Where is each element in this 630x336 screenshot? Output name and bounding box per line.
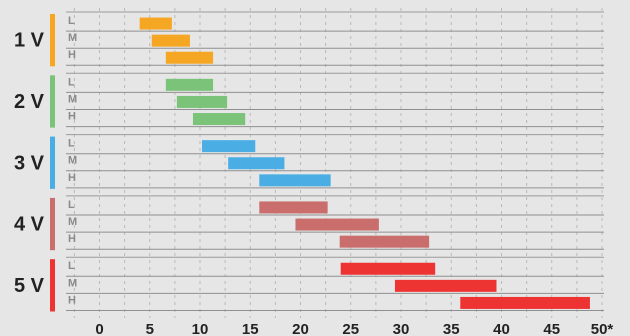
group-color-marker xyxy=(50,75,55,128)
range-bar xyxy=(295,218,379,231)
level-label: M xyxy=(68,216,77,228)
x-tick-label: 20 xyxy=(292,321,309,336)
group-label: 2 V xyxy=(14,91,45,113)
level-label: L xyxy=(68,15,75,27)
row-lines xyxy=(66,11,604,311)
group-label: 4 V xyxy=(14,214,45,236)
level-label: M xyxy=(68,32,77,44)
range-bar xyxy=(460,296,590,309)
x-tick-label: 45 xyxy=(543,321,560,336)
range-bar xyxy=(339,235,430,248)
level-label: L xyxy=(68,76,75,88)
x-tick-label: 35 xyxy=(443,321,460,336)
level-label: L xyxy=(68,199,75,211)
x-tick-label: 15 xyxy=(242,321,259,336)
range-bar xyxy=(202,140,256,153)
x-tick-label: 30 xyxy=(393,321,410,336)
level-label: L xyxy=(68,260,75,272)
level-label: M xyxy=(68,277,77,289)
group-label: 1 V xyxy=(14,30,45,52)
range-bar xyxy=(165,78,214,91)
group-label: 5 V xyxy=(14,275,45,297)
range-bar xyxy=(139,17,172,30)
group-color-marker xyxy=(50,197,55,251)
x-tick-label: 5 xyxy=(146,321,154,336)
x-tick-label: 40 xyxy=(493,321,510,336)
range-bar xyxy=(165,51,214,64)
range-bar xyxy=(394,279,497,292)
range-bar xyxy=(228,157,285,170)
range-bar xyxy=(259,201,328,214)
level-label: H xyxy=(68,233,76,245)
x-tick-label: 0 xyxy=(95,321,103,336)
range-bar xyxy=(192,113,246,126)
level-label: H xyxy=(68,172,76,184)
x-axis-ticks: 0 5 10 15 20 25 30 35 40 45 50* xyxy=(95,321,613,336)
group-color-marker xyxy=(50,136,55,189)
group-label: 3 V xyxy=(14,152,45,174)
bars xyxy=(139,17,590,309)
x-tick-label: 25 xyxy=(342,321,359,336)
group-color-marker xyxy=(50,259,55,312)
level-label: H xyxy=(68,49,76,61)
range-bar xyxy=(176,95,228,108)
level-label: M xyxy=(68,155,77,167)
range-bar xyxy=(259,174,331,187)
level-label: H xyxy=(68,294,76,306)
range-bar xyxy=(340,262,436,275)
range-bar xyxy=(151,34,190,47)
level-label: L xyxy=(68,138,75,150)
level-label: M xyxy=(68,93,77,105)
x-tick-label: 10 xyxy=(192,321,209,336)
x-tick-label: 50* xyxy=(591,321,614,336)
group-color-marker xyxy=(50,14,55,67)
level-label: H xyxy=(68,111,76,123)
